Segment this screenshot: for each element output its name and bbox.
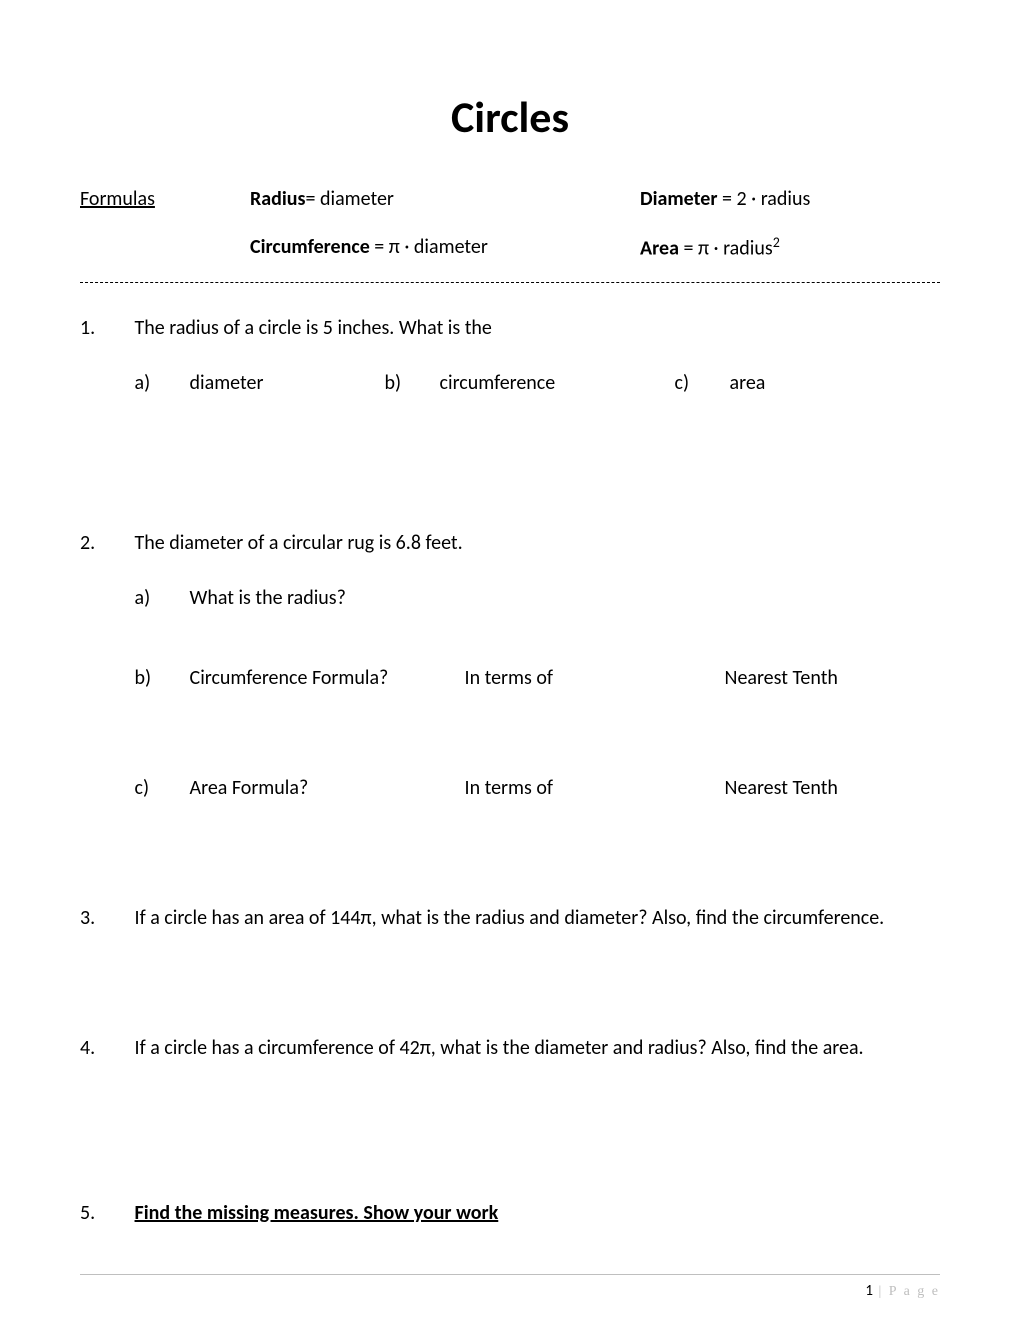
footer-pagenum: 1 [865,1282,873,1300]
q3-number: 3. [80,903,130,933]
formula-radius-name: Radius [250,187,306,211]
q4-text: If a circle has a circumference of 42π, … [135,1033,935,1063]
page-title: Circles [80,90,940,144]
formula-area: Area = π · radius2 [640,232,940,264]
formulas-section: Formulas Radius= diameter Diameter = 2 ·… [80,184,940,264]
formula-diameter: Diameter = 2 · radius [640,184,940,214]
question-1: 1. The radius of a circle is 5 inches. W… [80,313,940,398]
question-2: 2. The diameter of a circular rug is 6.8… [80,528,940,803]
q2-c-mid: In terms of [465,773,725,803]
formulas-label: Formulas [80,184,250,214]
q1-text: The radius of a circle is 5 inches. What… [135,316,492,340]
q2-c-label: c) [135,773,190,803]
q1-c-label: c) [675,368,730,398]
q5-number: 5. [80,1198,130,1228]
q3-text: If a circle has an area of 144π, what is… [135,903,935,933]
question-3: 3. If a circle has an area of 144π, what… [80,903,940,933]
q1-number: 1. [80,313,130,343]
q2-b-label: b) [135,663,190,693]
formula-circumference-rest: = π · diameter [370,235,488,259]
page: Circles Formulas Radius= diameter Diamet… [0,0,1020,1320]
question-4: 4. If a circle has a circumference of 42… [80,1033,940,1063]
formula-area-rest: = π · radius [679,237,773,261]
page-footer: 1 | P a g e [865,1282,940,1300]
q2-b-text: Circumference Formula? [190,663,465,693]
q2-c-right: Nearest Tenth [725,773,838,803]
footer-label: | P a g e [873,1284,940,1299]
q1-c-text: area [730,368,766,398]
q1-a-text: diameter [190,368,385,398]
formula-circumference-name: Circumference [250,235,370,259]
separator [80,282,940,283]
formula-diameter-rest: = 2 · radius [717,187,810,211]
q1-a-label: a) [135,368,190,398]
q1-b-text: circumference [440,368,675,398]
q2-c-text: Area Formula? [190,773,465,803]
q2-a-text: What is the radius? [190,583,346,613]
q4-number: 4. [80,1033,130,1063]
formula-area-exponent: 2 [773,234,780,251]
formula-diameter-name: Diameter [640,187,717,211]
q2-b-right: Nearest Tenth [725,663,838,693]
footer-rule [80,1274,940,1275]
question-5: 5. Find the missing measures. Show your … [80,1198,940,1228]
q5-text: Find the missing measures. Show your wor… [135,1201,499,1225]
q1-b-label: b) [385,368,440,398]
q2-b-mid: In terms of [465,663,725,693]
formula-radius-rest: = diameter [306,187,394,211]
formula-circumference: Circumference = π · diameter [250,232,640,264]
formula-area-name: Area [640,237,679,261]
q2-a-label: a) [135,583,190,613]
q2-text: The diameter of a circular rug is 6.8 fe… [135,531,463,555]
formula-radius: Radius= diameter [250,184,640,214]
q2-number: 2. [80,528,130,558]
